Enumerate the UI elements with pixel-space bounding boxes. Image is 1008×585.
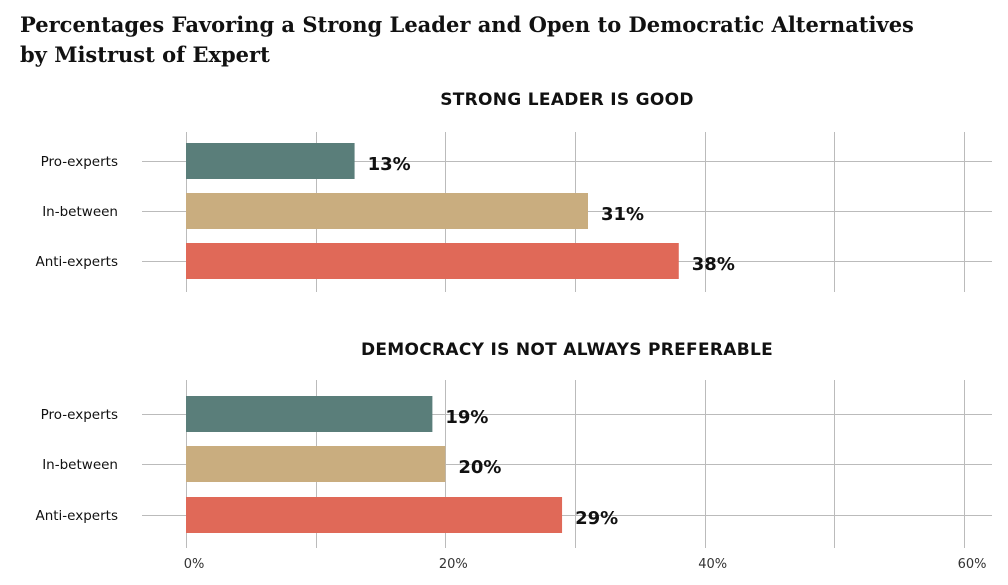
value-label-pro-experts-panel-2: 19% (445, 407, 488, 428)
value-label-pro-experts-panel-1: 13% (368, 154, 411, 175)
category-label-pro-experts-panel-2: Pro-experts (41, 407, 118, 423)
category-label-anti-experts-panel-2: Anti-experts (35, 508, 118, 524)
chart-title-line-1: Percentages Favoring a Strong Leader and… (20, 12, 914, 37)
chart-title: Percentages Favoring a Strong Leader and… (20, 10, 920, 70)
panel-title-panel-1: STRONG LEADER IS GOOD (440, 90, 694, 110)
category-label-in-between-panel-2: In-between (42, 457, 118, 473)
bar-pro-experts-panel-1 (186, 143, 355, 179)
bar-pro-experts-panel-2 (186, 396, 433, 432)
x-tick-label-40-panel-2: 40% (698, 557, 727, 572)
value-label-anti-experts-panel-1: 38% (692, 254, 735, 275)
bar-in-between-panel-1 (186, 193, 588, 229)
x-tick-label-60-panel-2: 60% (958, 557, 987, 572)
category-label-pro-experts-panel-1: Pro-experts (41, 154, 118, 170)
x-tick-label-0-panel-2: 0% (184, 557, 205, 572)
chart-title-line-2: by Mistrust of Expert (20, 42, 270, 67)
category-label-in-between-panel-1: In-between (42, 204, 118, 220)
value-label-anti-experts-panel-2: 29% (575, 508, 618, 529)
x-tick-label-20-panel-2: 20% (439, 557, 468, 572)
bar-in-between-panel-2 (186, 446, 446, 482)
value-label-in-between-panel-2: 20% (458, 457, 501, 478)
panel-title-panel-2: DEMOCRACY IS NOT ALWAYS PREFERABLE (361, 340, 773, 360)
bar-anti-experts-panel-2 (186, 497, 563, 533)
bar-anti-experts-panel-1 (186, 243, 679, 279)
category-label-anti-experts-panel-1: Anti-experts (35, 254, 118, 270)
value-label-in-between-panel-1: 31% (601, 204, 644, 225)
